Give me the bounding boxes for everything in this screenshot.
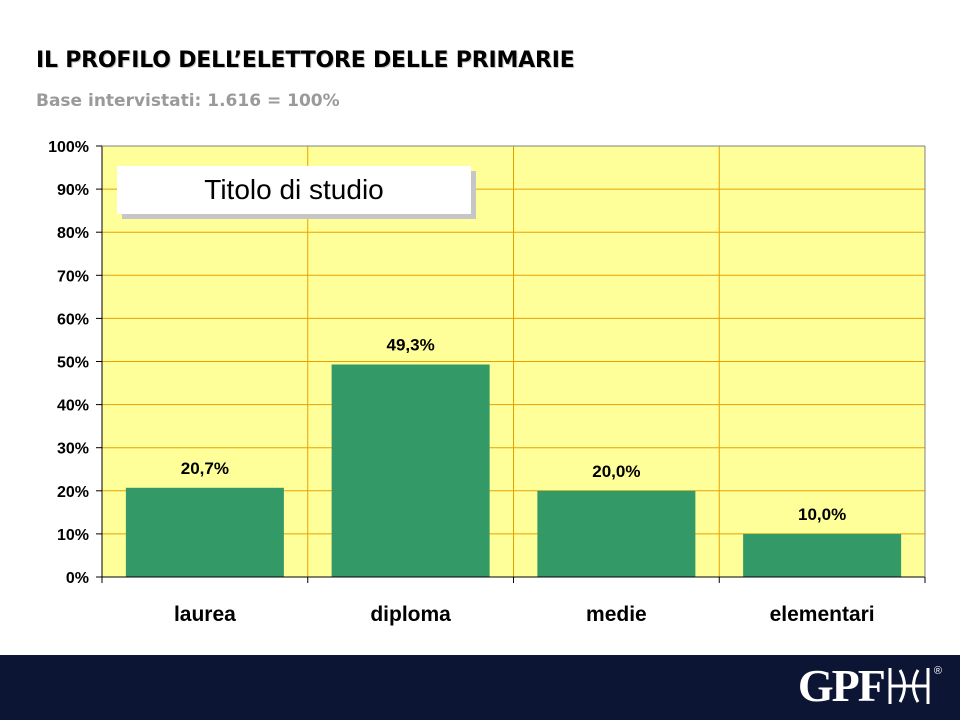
chart-title: Titolo di studio — [204, 174, 384, 205]
bar — [537, 490, 696, 577]
y-tick-label: 80% — [57, 225, 89, 242]
bar — [331, 364, 490, 577]
category-label: medie — [586, 603, 647, 626]
y-tick-label: 60% — [57, 311, 89, 328]
logo-mark-icon — [888, 668, 930, 704]
y-tick-label: 40% — [57, 398, 89, 415]
category-label: diploma — [370, 603, 451, 626]
footer-bar: GPF ® — [0, 655, 960, 720]
y-tick-label: 90% — [57, 182, 89, 199]
category-label: elementari — [770, 603, 875, 626]
registered-mark: ® — [933, 665, 942, 677]
category-label: laurea — [174, 603, 236, 626]
data-label: 49,3% — [387, 336, 435, 355]
y-tick-label: 0% — [66, 570, 89, 587]
y-tick-label: 10% — [57, 527, 89, 544]
bar — [743, 533, 902, 577]
y-tick-label: 70% — [57, 268, 89, 285]
y-tick-label: 20% — [57, 484, 89, 501]
logo-text: GPF — [797, 660, 886, 711]
bar — [125, 487, 284, 577]
y-tick-label: 50% — [57, 355, 89, 372]
page-title: IL PROFILO DELL’ELETTORE DELLE PRIMARIE — [36, 48, 575, 73]
y-tick-label: 100% — [48, 139, 89, 156]
data-label: 10,0% — [798, 505, 846, 524]
data-label: 20,0% — [592, 462, 640, 481]
gpf-logo: GPF ® — [798, 663, 942, 709]
page-subtitle: Base intervistati: 1.616 = 100% — [36, 91, 340, 111]
bar-chart: 0% 10% 20% 30% 40% 50% 60% 70% 80% 90% 100% 20,7% la… — [48, 139, 926, 626]
chart-title-box: Titolo di studio — [117, 166, 471, 214]
data-label: 20,7% — [181, 459, 229, 478]
y-tick-label: 30% — [57, 441, 89, 458]
